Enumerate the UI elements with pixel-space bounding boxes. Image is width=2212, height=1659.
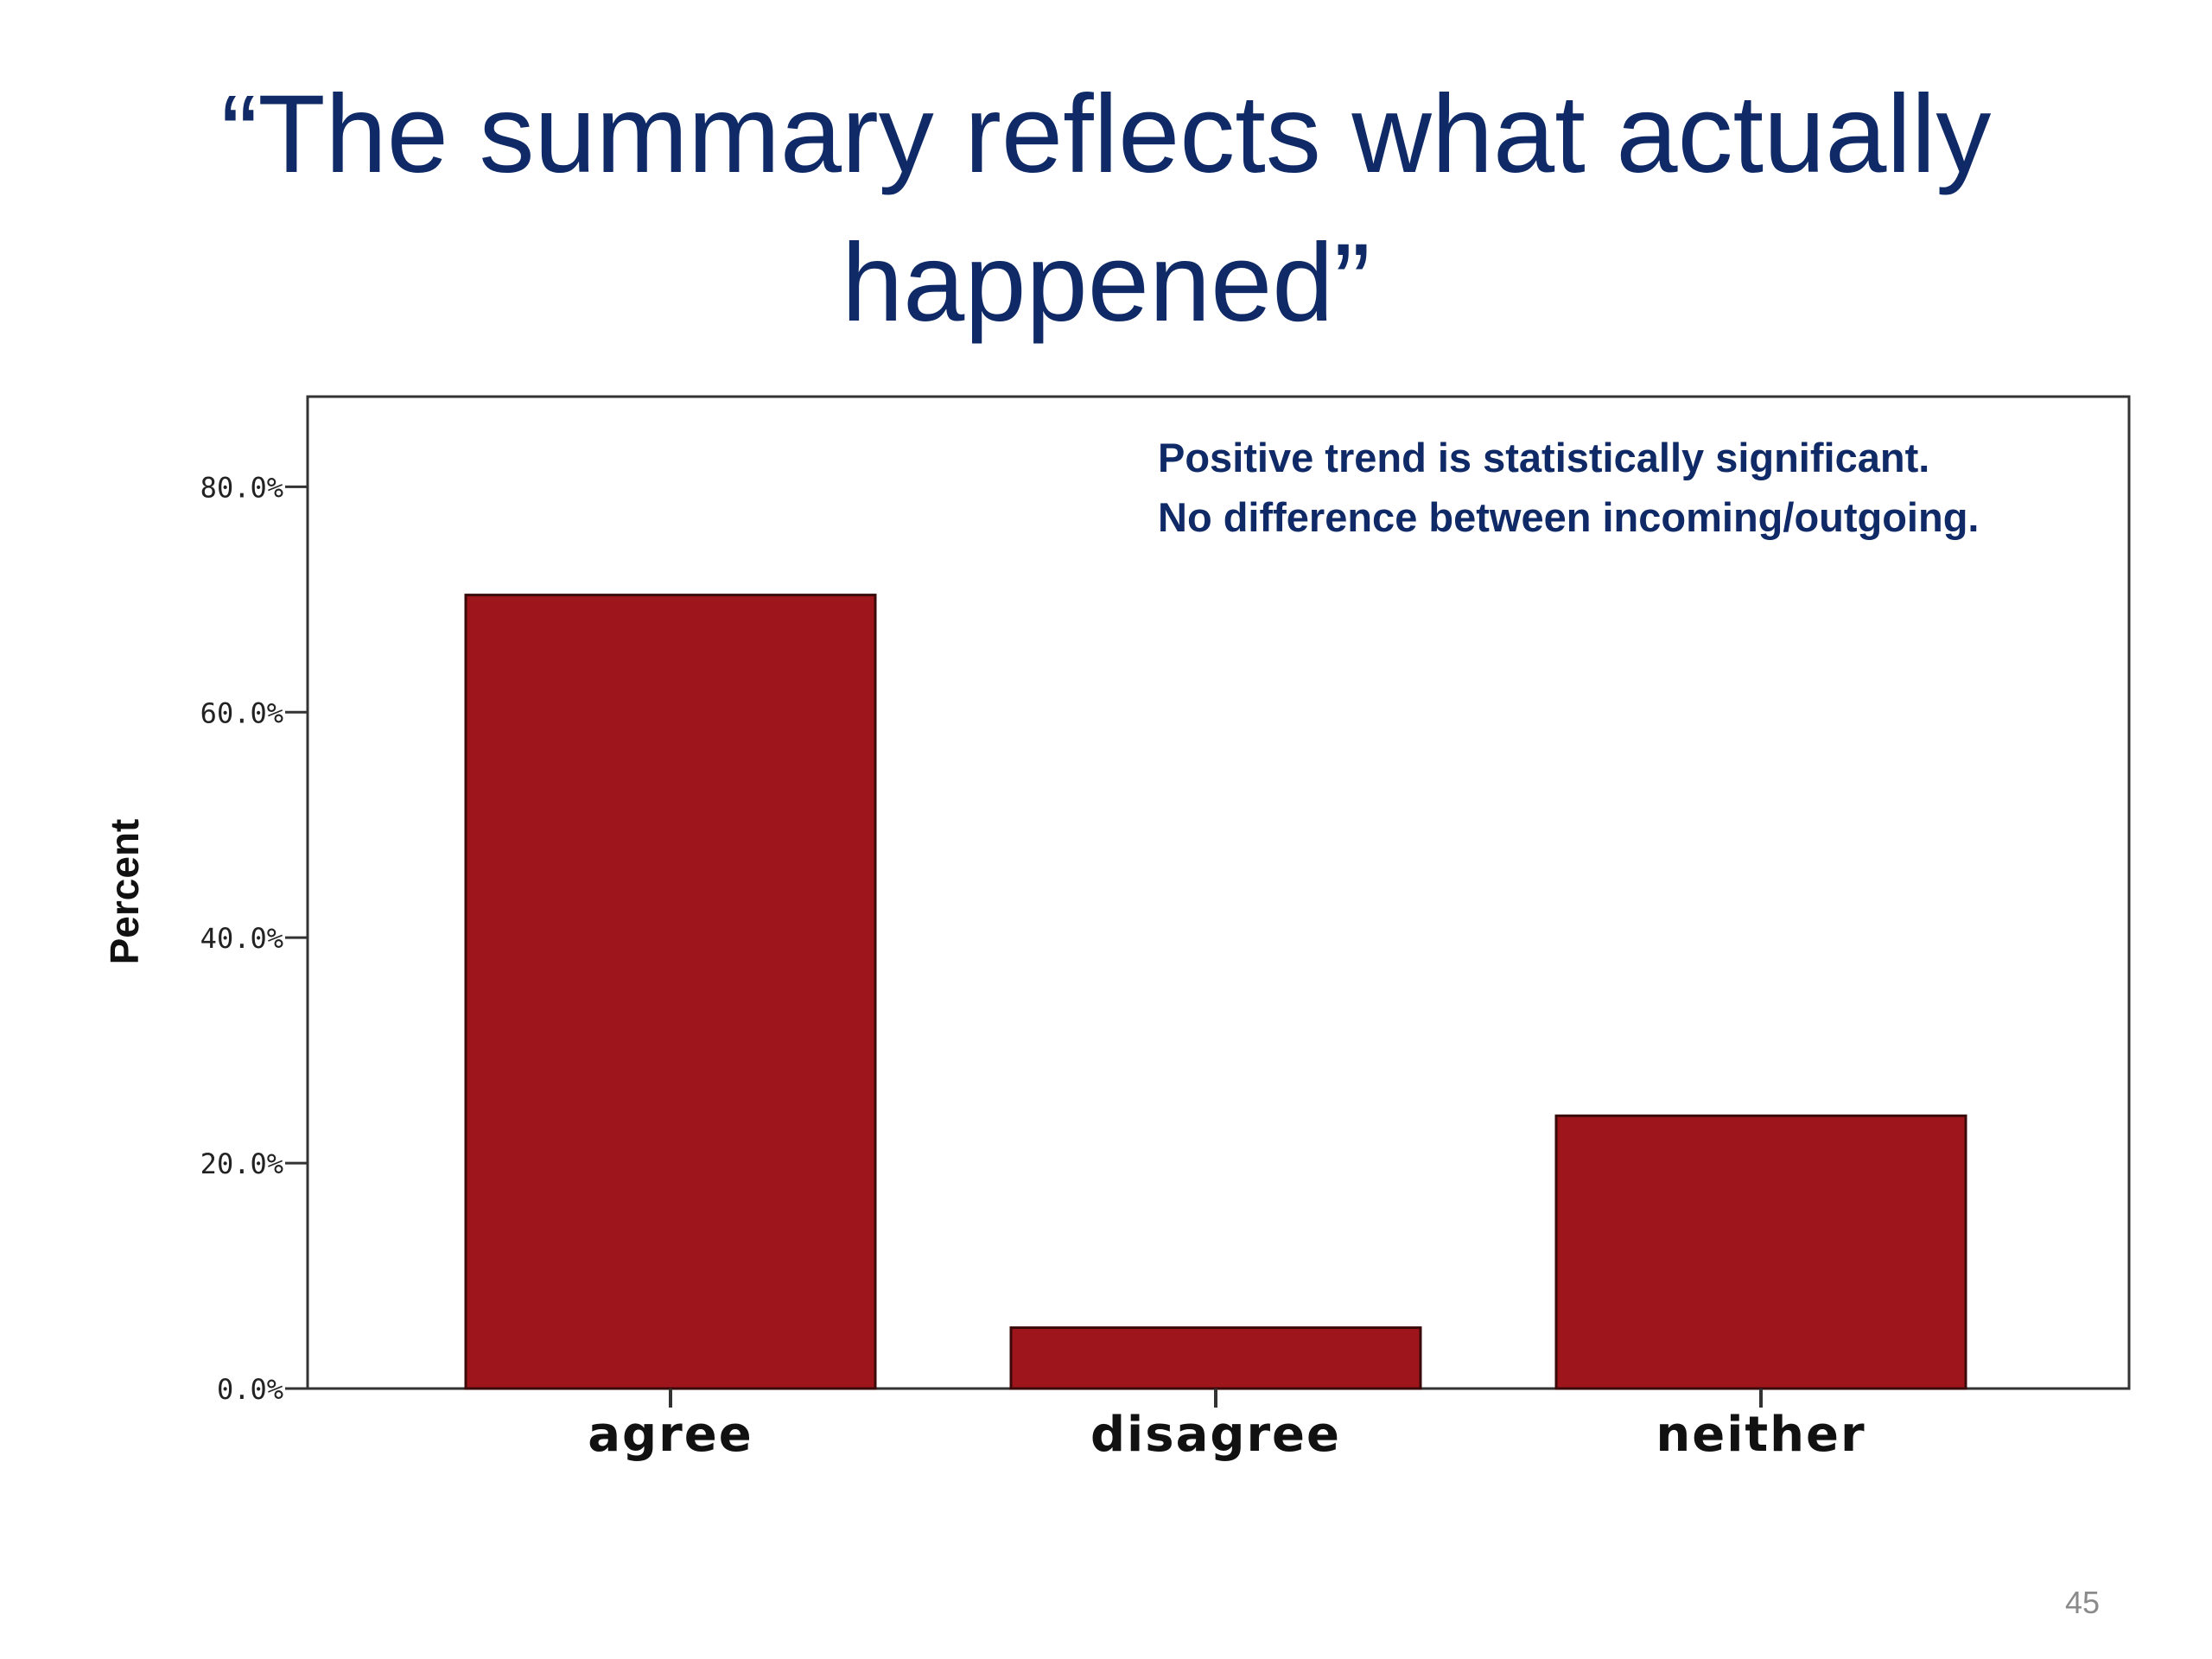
- y-tick-label: 80.0%: [200, 471, 283, 504]
- y-tick-label: 60.0%: [200, 696, 283, 729]
- labels-layer: agree disagree neither: [588, 1407, 1866, 1463]
- y-tick-label: 0.0%: [217, 1373, 283, 1406]
- bar-agree: [464, 594, 877, 1390]
- y-tick-label: 20.0%: [200, 1147, 283, 1180]
- bar-neither: [1554, 1114, 1967, 1390]
- axis-layer: 0.0% 20.0% 40.0% 60.0% 80.0%: [200, 471, 1763, 1408]
- y-tick-label: 40.0%: [200, 922, 283, 955]
- chart-annotation-2: No difference between incoming/outgoing.: [1158, 494, 1979, 540]
- x-tick-label-agree: agree: [588, 1407, 753, 1463]
- x-tick-label-neither: neither: [1656, 1407, 1866, 1463]
- x-tick-label-disagree: disagree: [1090, 1407, 1341, 1463]
- chart-annotation-1: Positive trend is statistically signific…: [1158, 435, 1929, 480]
- slide-title: “The summary reflects what actually happ…: [220, 73, 1992, 345]
- y-axis-label: Percent: [102, 819, 147, 965]
- bars-layer: [464, 594, 1967, 1390]
- page-number: 45: [2064, 1585, 2100, 1620]
- bar-disagree: [1009, 1326, 1422, 1390]
